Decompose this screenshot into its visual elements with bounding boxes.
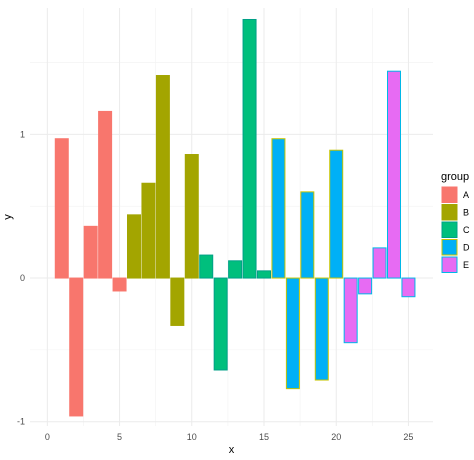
bar-e-21 <box>343 277 358 344</box>
bar-c-13 <box>228 260 243 279</box>
bar-c-14 <box>242 18 257 279</box>
bar-b-6 <box>127 214 141 279</box>
bar-d-17 <box>285 277 300 390</box>
bar-a-2 <box>69 277 84 417</box>
legend-title: group <box>441 171 469 183</box>
x-axis-title: x <box>229 444 235 456</box>
y-axis-title: y <box>2 214 14 220</box>
bar-c-15 <box>257 270 271 279</box>
bar-d-16 <box>271 138 286 279</box>
legend-label-b: B <box>463 207 469 217</box>
bar-c-12 <box>213 277 228 371</box>
legend-label-d: D <box>463 242 470 252</box>
bar-b-10 <box>184 154 199 279</box>
y-tick-label: 0 <box>20 273 25 283</box>
y-tick-label: 1 <box>20 129 25 139</box>
bar-d-19 <box>314 277 329 381</box>
x-tick-label: 5 <box>117 432 122 442</box>
bar-a-5 <box>112 277 127 292</box>
bar-b-9 <box>170 277 185 326</box>
x-tick-label: 0 <box>45 432 50 442</box>
legend-label-c: C <box>463 225 470 235</box>
bars <box>54 18 416 417</box>
legend-key-e <box>441 256 458 273</box>
x-tick-label: 20 <box>331 432 341 442</box>
bar-c-11 <box>199 254 214 279</box>
x-tick-label: 15 <box>259 432 269 442</box>
legend-label-a: A <box>463 190 469 200</box>
bar-b-7 <box>141 182 156 279</box>
x-tick-label: 10 <box>187 432 197 442</box>
bar-a-3 <box>83 225 98 279</box>
bar-d-18 <box>300 191 315 279</box>
bar-a-4 <box>98 110 113 279</box>
legend-key-a <box>441 186 458 203</box>
bar-a-1 <box>54 138 69 279</box>
y-tick-label: -1 <box>17 417 25 427</box>
grid <box>30 8 433 426</box>
bar-e-25 <box>401 277 416 298</box>
x-axis-tick-labels: 0 5 10 15 20 25 <box>45 432 414 442</box>
bar-d-20 <box>329 149 344 279</box>
bar-e-22 <box>358 277 373 295</box>
bar-e-23 <box>372 247 387 279</box>
legend-key-d <box>441 239 458 256</box>
legend-key-c <box>441 221 458 238</box>
x-tick-label: 25 <box>403 432 413 442</box>
bar-e-24 <box>387 70 401 279</box>
legend-key-b <box>441 204 458 221</box>
legend-label-e: E <box>463 260 469 270</box>
y-axis-tick-labels: -1 0 1 <box>17 129 25 426</box>
bar-b-8 <box>155 75 170 279</box>
